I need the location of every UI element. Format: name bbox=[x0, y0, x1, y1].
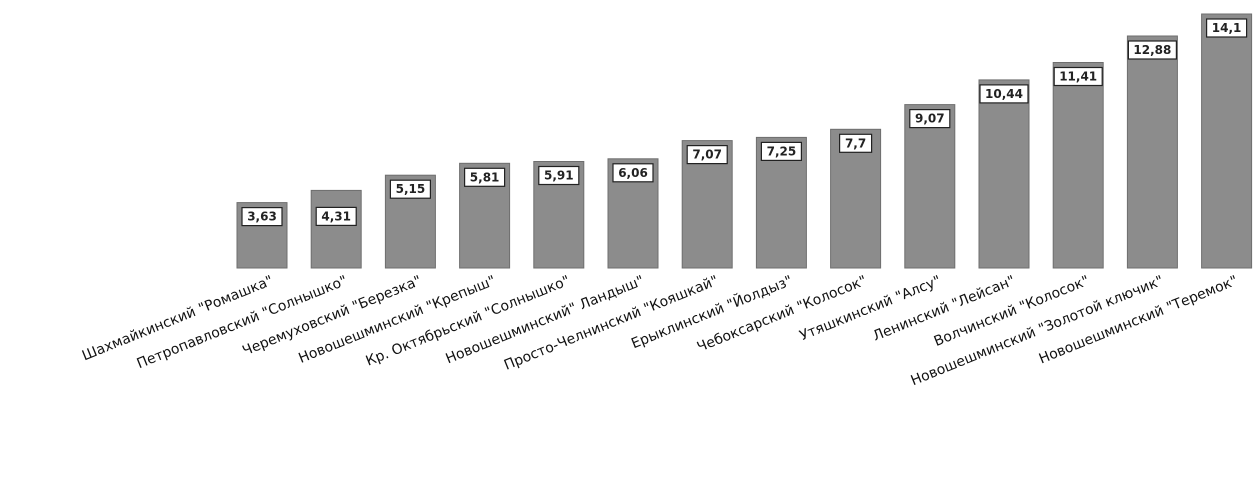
data-label-box bbox=[1053, 66, 1103, 87]
data-label-box bbox=[1205, 18, 1248, 38]
bar bbox=[1126, 35, 1178, 269]
bar bbox=[904, 104, 956, 269]
data-label-box bbox=[838, 133, 873, 153]
data-label-box bbox=[464, 167, 506, 187]
data-label-box bbox=[538, 165, 580, 186]
data-label: 9,07 bbox=[915, 112, 945, 126]
bar bbox=[978, 79, 1030, 269]
bars-group bbox=[236, 13, 1253, 269]
data-label: 11,41 bbox=[1059, 70, 1097, 84]
bar bbox=[1201, 13, 1253, 269]
data-label: 14,1 bbox=[1212, 21, 1242, 35]
category-labels-group: Шахмайкинский "Ромашка"Петропавловский "… bbox=[80, 271, 1240, 389]
data-label: 5,15 bbox=[396, 182, 426, 196]
data-label: 6,06 bbox=[618, 166, 648, 180]
data-label-box bbox=[315, 206, 357, 226]
data-label: 4,31 bbox=[321, 209, 351, 223]
data-label-box bbox=[979, 84, 1029, 104]
data-label-box bbox=[1127, 40, 1178, 60]
value-labels-group: 3,63 4,31 5,15 5,81 5,91 6,06 7,07 7,25 7,7 9,07 1… bbox=[241, 18, 1248, 227]
data-label: 10,44 bbox=[985, 87, 1023, 101]
data-label: 5,81 bbox=[470, 170, 500, 184]
bar bbox=[310, 189, 362, 269]
data-label: 7,25 bbox=[767, 144, 797, 158]
data-label-box bbox=[760, 141, 803, 161]
data-label-box bbox=[686, 145, 728, 165]
data-label-box bbox=[241, 207, 283, 227]
data-label: 7,7 bbox=[845, 136, 866, 150]
data-label: 3,63 bbox=[247, 210, 277, 224]
data-label-box bbox=[389, 179, 431, 199]
data-label-box bbox=[612, 163, 654, 183]
data-label: 7,07 bbox=[692, 148, 722, 162]
bar bbox=[1052, 62, 1104, 269]
data-label: 12,88 bbox=[1133, 43, 1171, 57]
data-label-box bbox=[909, 108, 951, 129]
data-label: 5,91 bbox=[544, 169, 574, 183]
